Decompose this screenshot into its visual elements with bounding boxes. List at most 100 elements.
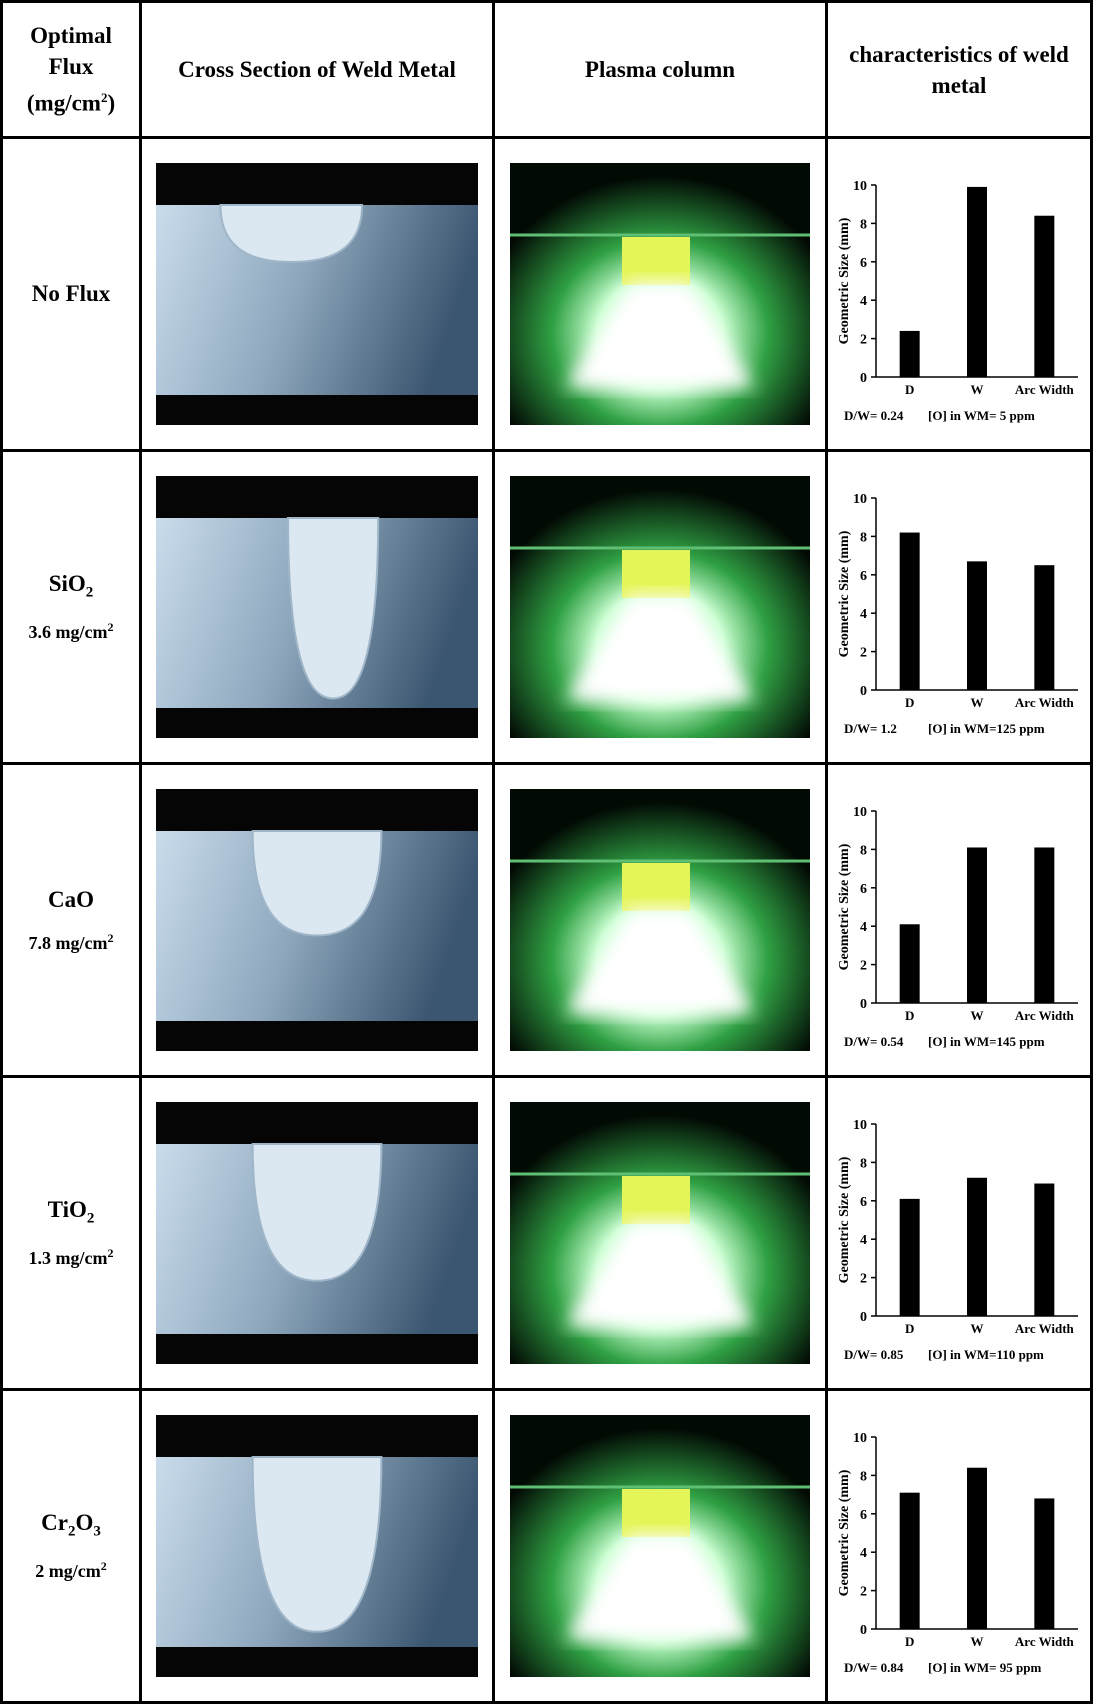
bar-chart: 0246810Geometric Size (mm)DWArc WidthD/W… [828,775,1090,1065]
plasma-photo [510,1102,810,1364]
bar [900,533,920,690]
flux-amount: 2 mg/cm2 [35,1559,106,1582]
amount-text: 2 mg/cm [35,1561,100,1581]
x-tick-label: W [971,1321,984,1336]
y-tick-label: 0 [860,371,867,386]
flux-name: SiO2 [49,571,94,602]
x-tick-label: D [905,382,914,397]
y-tick-label: 8 [860,1156,867,1171]
y-tick-label: 6 [860,882,867,897]
flux-amount: 1.3 mg/cm2 [29,1246,114,1269]
bar [900,1199,920,1316]
x-tick-label: W [971,695,984,710]
bar-chart: 0246810Geometric Size (mm)DWArc WidthD/W… [828,462,1090,752]
note: D/W= 0.84 [844,1660,904,1675]
y-axis-label: Geometric Size (mm) [837,530,852,657]
y-tick-label: 10 [853,1431,867,1446]
note: [O] in WM=110 ppm [928,1347,1044,1362]
note: D/W= 0.24 [844,408,904,423]
bar [1034,847,1054,1003]
amount-text: 2 [101,1559,107,1573]
plasma-cell [495,139,825,449]
x-tick-label: D [905,695,914,710]
electrode [622,550,690,598]
plasma-cell [495,1391,825,1701]
y-tick-label: 6 [860,569,867,584]
bar [967,187,987,377]
cross-section-photo [156,163,478,425]
note: [O] in WM= 95 ppm [928,1660,1042,1675]
flux-cell: TiO2 1.3 mg/cm2 [3,1078,139,1388]
plasma-photo [510,476,810,738]
flux-text: 2 [87,1211,95,1227]
cross-section-photo [156,789,478,1051]
cross-section-cell [142,452,492,762]
y-tick-label: 4 [860,607,867,622]
bar [900,1493,920,1629]
flux-amount: 3.6 mg/cm2 [29,620,114,643]
x-tick-label: W [971,382,984,397]
y-tick-label: 8 [860,530,867,545]
header-cell: characteristics of weld metal [828,3,1090,136]
amount-text: 2 [107,620,113,634]
flux-name: Cr2O3 [41,1510,101,1541]
note: [O] in WM=145 ppm [928,1034,1045,1049]
bar [1034,1184,1054,1316]
y-tick-label: 2 [860,1272,867,1287]
bar [1034,216,1054,377]
y-tick-label: 6 [860,1508,867,1523]
plasma-cell [495,452,825,762]
header-text: Cross Section of Weld Metal [178,54,456,85]
plasma-photo [510,163,810,425]
x-tick-label: Arc Width [1015,1321,1075,1336]
x-tick-label: D [905,1008,914,1023]
flux-cell: Cr2O3 2 mg/cm2 [3,1391,139,1701]
cross-section-photo [156,476,478,738]
flux-text: TiO [48,1197,87,1222]
y-tick-label: 10 [853,805,867,820]
y-tick-label: 2 [860,646,867,661]
y-tick-label: 0 [860,997,867,1012]
bar [900,924,920,1003]
note: D/W= 0.54 [844,1034,904,1049]
header-text: (mg/cm [27,91,101,116]
y-tick-label: 0 [860,684,867,699]
electrode [622,1176,690,1224]
bar [900,331,920,377]
x-tick-label: W [971,1634,984,1649]
y-axis-label: Geometric Size (mm) [837,217,852,344]
y-tick-label: 2 [860,959,867,974]
cross-section-photo [156,1102,478,1364]
note: [O] in WM=125 ppm [928,721,1045,736]
bar-chart: 0246810Geometric Size (mm)DWArc WidthD/W… [828,1401,1090,1691]
y-tick-label: 8 [860,843,867,858]
header-text: ) [107,91,115,116]
y-tick-label: 6 [860,1195,867,1210]
flux-text: SiO [49,571,86,596]
electrode [622,237,690,285]
y-tick-label: 2 [860,1585,867,1600]
flux-name: CaO [48,887,94,913]
plasma-cell [495,765,825,1075]
plasma-photo [510,789,810,1051]
y-axis-label: Geometric Size (mm) [837,1156,852,1283]
flux-text: O [75,1510,93,1535]
cross-section-cell [142,1078,492,1388]
header-text: Plasma column [585,54,735,85]
y-tick-label: 4 [860,920,867,935]
x-tick-label: D [905,1634,914,1649]
y-axis-label: Geometric Size (mm) [837,843,852,970]
y-tick-label: 8 [860,1469,867,1484]
x-tick-label: Arc Width [1015,695,1075,710]
x-tick-label: Arc Width [1015,1634,1075,1649]
flux-text: 2 [86,585,94,601]
x-tick-label: W [971,1008,984,1023]
bar [967,561,987,690]
bar [1034,565,1054,690]
plasma-photo [510,1415,810,1677]
cross-section-cell [142,139,492,449]
